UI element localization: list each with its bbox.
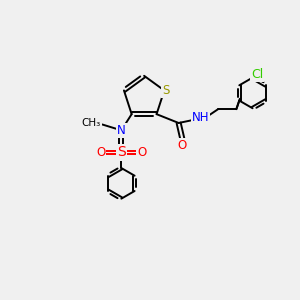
Text: NH: NH xyxy=(192,112,209,124)
Text: N: N xyxy=(117,124,126,137)
Text: Cl: Cl xyxy=(251,68,263,81)
Text: S: S xyxy=(117,146,126,159)
Text: S: S xyxy=(162,84,169,97)
Text: O: O xyxy=(137,146,147,159)
Text: O: O xyxy=(177,139,186,152)
Text: O: O xyxy=(96,146,105,159)
Text: CH₃: CH₃ xyxy=(82,118,101,128)
